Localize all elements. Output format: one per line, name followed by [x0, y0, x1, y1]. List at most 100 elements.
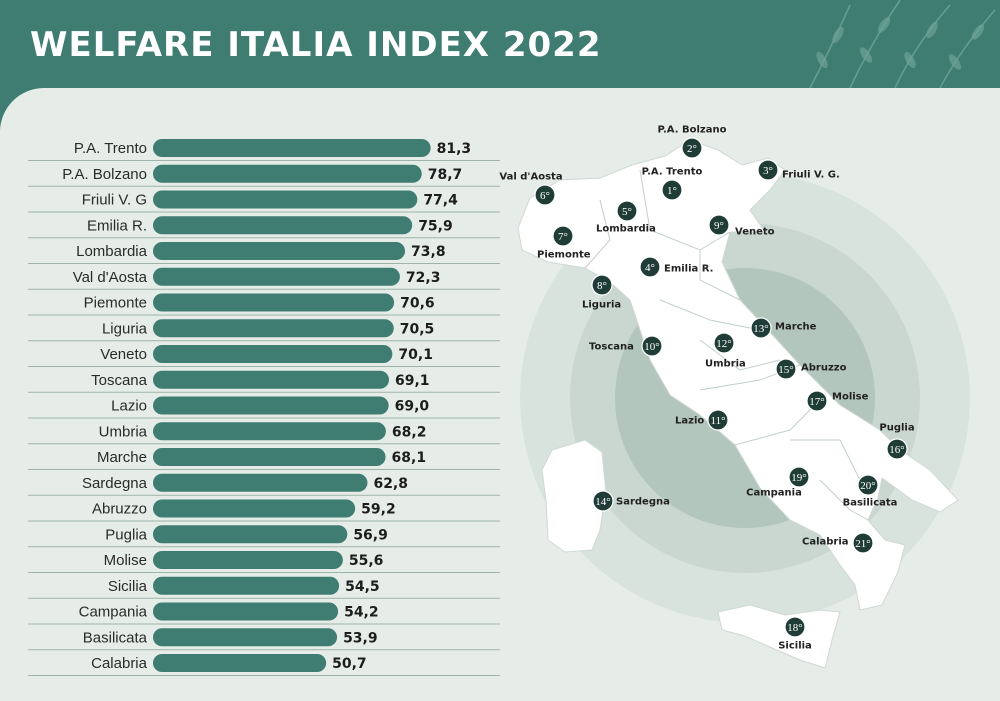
bar-value-label: 81,3: [437, 141, 472, 157]
rank-number: 18°: [787, 622, 802, 634]
region-name-label: Lombardia: [596, 224, 656, 235]
bar-category-label: Puglia: [105, 526, 147, 543]
bar: [153, 190, 418, 209]
bar: [153, 654, 327, 672]
region-name-label: Val d'Aosta: [499, 172, 562, 183]
bar-category-label: Lombardia: [76, 243, 148, 260]
bar-category-label: Basilicata: [83, 629, 148, 646]
region-name-label: Lazio: [675, 416, 704, 427]
italy-map: 2° P.A. Bolzano 1° P.A. Trento 3° Friuli V. G…: [499, 125, 970, 669]
rank-number: 19°: [791, 472, 806, 484]
region-name-label: P.A. Trento: [642, 167, 703, 178]
bar-category-label: P.A. Trento: [74, 140, 147, 157]
bar-value-label: 75,9: [418, 218, 453, 234]
bar-value-label: 54,2: [344, 605, 379, 621]
bar: [153, 293, 395, 312]
bar-category-label: Veneto: [100, 346, 147, 363]
rank-number: 16°: [889, 444, 904, 456]
rank-number: 2°: [687, 143, 697, 155]
bar-category-label: Emilia R.: [87, 217, 147, 234]
rank-number: 4°: [645, 262, 655, 274]
bar-category-label: Toscana: [91, 372, 148, 389]
rank-number: 14°: [595, 496, 610, 508]
bar-value-label: 62,8: [373, 476, 408, 492]
region-name-label: Basilicata: [843, 498, 898, 509]
rank-marker: [708, 214, 730, 236]
bar-category-label: Sicilia: [108, 578, 148, 595]
bar: [153, 370, 389, 389]
region-name-label: Puglia: [879, 423, 914, 434]
region-name-label: Friuli V. G.: [782, 170, 840, 181]
rank-marker: [886, 438, 908, 460]
rank-marker: [592, 490, 614, 512]
rank-marker: [591, 274, 613, 296]
rank-marker: [757, 159, 779, 181]
bar-category-label: Abruzzo: [92, 501, 147, 518]
content-panel: 2° P.A. Bolzano 1° P.A. Trento 3° Friuli V. G…: [0, 88, 1000, 701]
bar-value-label: 77,4: [423, 193, 458, 209]
region-name-label: P.A. Bolzano: [658, 125, 727, 136]
rank-number: 10°: [644, 341, 659, 353]
rank-marker: [661, 179, 683, 201]
bar-value-label: 78,7: [428, 167, 463, 183]
bar: [153, 473, 368, 492]
region-name-label: Sicilia: [778, 641, 812, 652]
page-title: WELFARE ITALIA INDEX 2022: [30, 25, 602, 65]
rank-marker: [806, 390, 828, 412]
region-name-label: Liguria: [582, 300, 621, 311]
rank-marker: [616, 200, 638, 222]
bar-category-label: Sardegna: [82, 475, 148, 492]
bar: [153, 267, 400, 286]
rank-marker: [784, 616, 806, 638]
bar-category-label: Marche: [97, 449, 147, 466]
bar-chart: P.A. Trento 81,3 P.A. Bolzano 78,7 Friuli V.…: [28, 139, 500, 676]
rank-number: 21°: [855, 538, 870, 550]
rank-number: 12°: [716, 338, 731, 350]
region-name-label: Veneto: [735, 227, 775, 238]
rank-marker: [750, 317, 772, 339]
bar-value-label: 68,2: [392, 424, 427, 440]
region-name-label: Umbria: [705, 359, 746, 370]
rank-marker: [641, 335, 663, 357]
rank-number: 11°: [711, 415, 726, 427]
bar-value-label: 59,2: [361, 502, 396, 518]
bar-value-label: 70,5: [400, 321, 435, 337]
bar-category-label: P.A. Bolzano: [62, 166, 147, 183]
bar: [153, 319, 394, 338]
bar-category-label: Campania: [79, 604, 148, 621]
rank-number: 20°: [860, 480, 875, 492]
rank-marker: [534, 184, 556, 206]
rank-marker: [857, 474, 879, 496]
sicilia-shape: [717, 604, 841, 669]
region-name-label: Toscana: [589, 342, 634, 353]
bar-value-label: 70,1: [398, 347, 433, 363]
region-name-label: Emilia R.: [664, 264, 713, 275]
bar-category-label: Friuli V. G: [82, 192, 147, 209]
rank-marker: [775, 358, 797, 380]
bar: [153, 499, 356, 518]
bar-category-label: Lazio: [111, 398, 147, 415]
rank-number: 9°: [714, 220, 724, 232]
rank-number: 15°: [778, 364, 793, 376]
bar: [153, 628, 338, 647]
bar: [153, 216, 413, 235]
bar: [153, 422, 386, 441]
region-name-label: Abruzzo: [801, 363, 847, 374]
bars-group: P.A. Trento 81,3 P.A. Bolzano 78,7 Friuli V.…: [28, 139, 500, 676]
rank-marker: [639, 256, 661, 278]
header-band: WELFARE ITALIA INDEX 2022: [0, 0, 1000, 92]
rank-number: 8°: [597, 280, 607, 292]
bar-value-label: 55,6: [349, 553, 384, 569]
bar-value-label: 53,9: [343, 630, 378, 646]
bar-value-label: 68,1: [392, 450, 427, 466]
bar: [153, 551, 343, 569]
rank-marker: [713, 332, 735, 354]
rank-number: 7°: [558, 231, 568, 243]
map-markers: 2° P.A. Bolzano 1° P.A. Trento 3° Friuli V. G…: [499, 125, 914, 652]
bar-category-label: Calabria: [91, 655, 148, 672]
bar-value-label: 69,0: [395, 399, 430, 415]
rank-number: 6°: [540, 190, 550, 202]
rank-number: 17°: [809, 396, 824, 408]
bar-category-label: Molise: [104, 552, 147, 569]
